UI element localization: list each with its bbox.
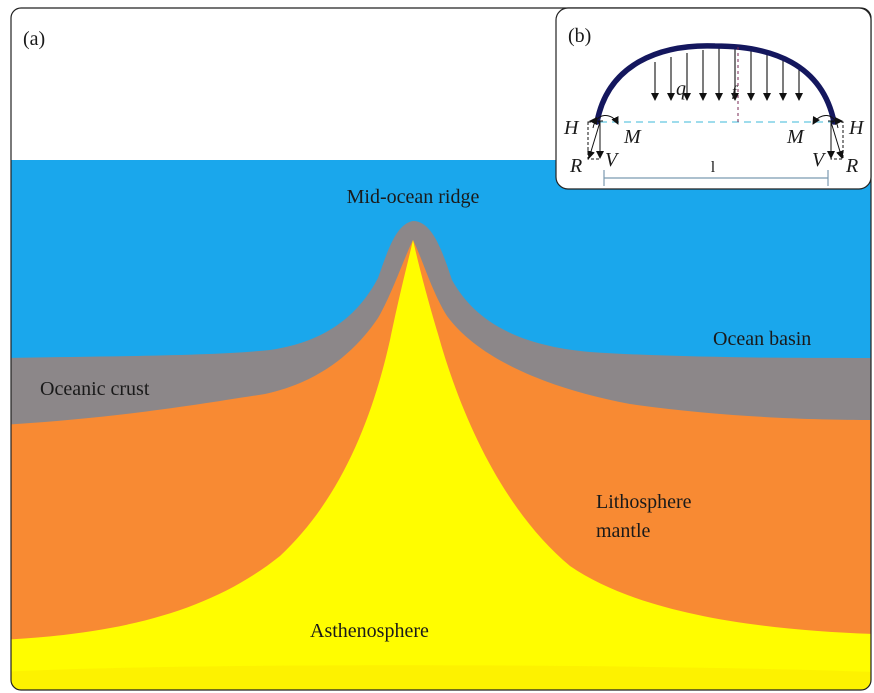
span-symbol: l xyxy=(711,159,716,176)
asthenosphere-layer xyxy=(11,240,871,690)
rise-symbol: f xyxy=(732,84,738,100)
lithosphere-label-line2: mantle xyxy=(596,520,651,542)
left-moment-symbol: M xyxy=(623,126,642,148)
oceanic-crust-label: Oceanic crust xyxy=(40,378,150,400)
load-symbol: q xyxy=(676,78,686,100)
right-horizontal-symbol: H xyxy=(848,117,865,139)
mid-ocean-ridge-label: Mid-ocean ridge xyxy=(347,186,480,208)
right-support-forces xyxy=(812,115,844,160)
left-horizontal-symbol: H xyxy=(563,117,580,139)
span-dimension xyxy=(603,170,829,186)
right-moment-symbol: M xyxy=(786,126,805,148)
ocean-basin-label: Ocean basin xyxy=(713,328,811,350)
left-resultant-symbol: R xyxy=(569,155,582,177)
panel-b: (b) f q H xyxy=(555,7,872,190)
lithosphere-label-line1: Lithosphere xyxy=(596,491,692,513)
panel-a-tag: (a) xyxy=(23,28,45,50)
left-vertical-symbol: V xyxy=(605,149,620,171)
asthenosphere-base xyxy=(11,665,871,690)
right-resultant-symbol: R xyxy=(845,155,858,177)
arch-curve xyxy=(594,43,837,125)
right-vertical-symbol: V xyxy=(812,149,827,171)
panel-b-tag: (b) xyxy=(568,25,591,47)
panel-a-frame xyxy=(10,7,872,691)
asthenosphere-label: Asthenosphere xyxy=(310,620,429,642)
left-support-forces xyxy=(587,115,619,160)
panel-b-frame xyxy=(555,7,872,190)
